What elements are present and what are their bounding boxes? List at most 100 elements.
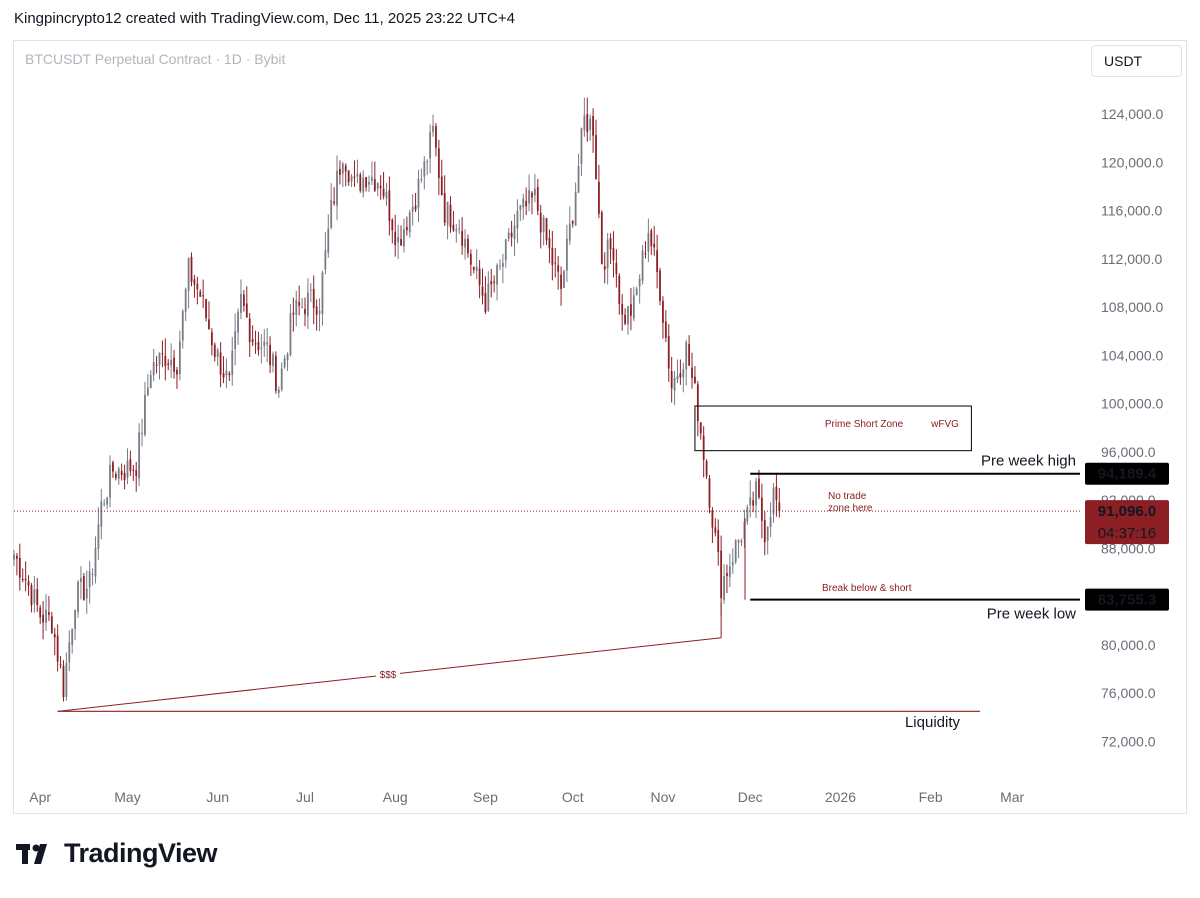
candle-body bbox=[467, 238, 469, 254]
candle-body bbox=[373, 179, 376, 191]
x-tick-label: Jun bbox=[206, 789, 229, 805]
candle-body bbox=[109, 464, 111, 498]
candle-body bbox=[187, 257, 190, 291]
candle-body bbox=[566, 238, 568, 271]
candle-body bbox=[484, 292, 487, 313]
candle-body bbox=[298, 302, 301, 306]
x-tick-label: Oct bbox=[562, 789, 584, 805]
candle-body bbox=[397, 237, 400, 243]
candle-body bbox=[344, 165, 347, 172]
candle-body bbox=[184, 289, 187, 312]
candle-body bbox=[539, 212, 542, 233]
candle-body bbox=[257, 341, 260, 351]
candle-body bbox=[705, 461, 708, 477]
candle-body bbox=[496, 265, 498, 285]
candle-body bbox=[85, 588, 88, 599]
candle-body bbox=[301, 306, 303, 308]
candle-body bbox=[551, 247, 554, 265]
candle-body bbox=[501, 263, 504, 267]
tradingview-logo-text: TradingView bbox=[64, 838, 218, 868]
x-tick-label: Apr bbox=[29, 789, 51, 805]
current-price-tag-bg bbox=[1085, 500, 1169, 545]
candle-body bbox=[321, 272, 324, 315]
candle-body bbox=[117, 468, 120, 479]
y-tick-label: 100,000.0 bbox=[1101, 396, 1163, 412]
candle-body bbox=[21, 579, 24, 581]
candle-body bbox=[493, 281, 496, 283]
candle-body bbox=[536, 187, 539, 212]
candle-body bbox=[196, 283, 199, 290]
y-tick-label: 76,000.0 bbox=[1101, 685, 1156, 701]
candle-body bbox=[240, 293, 242, 313]
candle-body bbox=[740, 540, 743, 543]
candle-body bbox=[632, 295, 635, 319]
candle-body bbox=[210, 332, 213, 346]
candle-body bbox=[513, 225, 516, 240]
y-tick-label: 72,000.0 bbox=[1101, 734, 1156, 750]
candle-body bbox=[679, 373, 682, 378]
prime-short-zone-label: Prime Short Zone bbox=[825, 419, 904, 430]
x-tick-label: Dec bbox=[738, 789, 763, 805]
candle-body bbox=[292, 312, 295, 315]
candle-body bbox=[388, 190, 391, 222]
candle-body bbox=[507, 232, 510, 239]
candle-body bbox=[589, 118, 592, 130]
candle-body bbox=[612, 247, 615, 261]
candle-body bbox=[437, 148, 440, 179]
candle-body bbox=[289, 313, 292, 356]
candle-body bbox=[778, 502, 781, 512]
candle-body bbox=[199, 291, 202, 297]
candle-body bbox=[208, 319, 210, 330]
pre-week-low-label: Pre week low bbox=[987, 606, 1076, 623]
candle-body bbox=[24, 578, 27, 581]
candle-body bbox=[481, 286, 484, 296]
no-trade-label: No trade bbox=[828, 491, 867, 502]
candle-body bbox=[595, 135, 597, 179]
candle-body bbox=[181, 310, 184, 341]
x-tick-label: Aug bbox=[383, 789, 408, 805]
candle-body bbox=[577, 166, 580, 193]
candle-body bbox=[82, 575, 85, 601]
candle-body bbox=[429, 131, 432, 159]
candle-body bbox=[758, 478, 760, 498]
candle-body bbox=[670, 370, 673, 389]
y-tick-label: 96,000.0 bbox=[1101, 444, 1156, 460]
candle-body bbox=[362, 177, 365, 193]
x-tick-label: Sep bbox=[473, 789, 498, 805]
candle-body bbox=[440, 176, 443, 196]
candle-body bbox=[48, 612, 50, 615]
candle-body bbox=[662, 300, 664, 323]
candle-body bbox=[339, 168, 341, 175]
candle-body bbox=[702, 435, 705, 460]
candle-body bbox=[531, 192, 533, 198]
tradingview-logo[interactable]: TradingView bbox=[16, 838, 218, 869]
candle-body bbox=[586, 114, 589, 133]
x-tick-label: May bbox=[114, 789, 140, 805]
candle-body bbox=[554, 262, 557, 264]
candle-body bbox=[420, 178, 423, 180]
candle-body bbox=[458, 228, 461, 230]
candle-body bbox=[411, 206, 414, 212]
countdown-timer: 04:37:16 bbox=[1098, 525, 1156, 542]
candle-body bbox=[624, 314, 626, 324]
candle-body bbox=[225, 370, 228, 376]
candle-body bbox=[272, 354, 274, 366]
x-tick-label: Jul bbox=[296, 789, 314, 805]
prime-short-zone-box[interactable] bbox=[694, 405, 972, 452]
candle-body bbox=[571, 221, 574, 224]
candle-body bbox=[114, 474, 117, 478]
candle-body bbox=[423, 161, 426, 177]
candle-body bbox=[283, 358, 286, 368]
candle-body bbox=[400, 239, 402, 246]
candle-body bbox=[213, 344, 216, 357]
candle-body bbox=[336, 170, 338, 206]
candle-body bbox=[385, 192, 388, 199]
candle-body bbox=[635, 288, 638, 295]
candle-body bbox=[696, 384, 699, 422]
candle-body bbox=[68, 642, 71, 663]
symbol-title: BTCUSDT Perpetual Contract · 1D · Bybit bbox=[25, 51, 286, 67]
candle-body bbox=[16, 555, 18, 559]
currency-button[interactable]: USDT bbox=[1091, 45, 1182, 77]
candle-body bbox=[490, 281, 493, 285]
